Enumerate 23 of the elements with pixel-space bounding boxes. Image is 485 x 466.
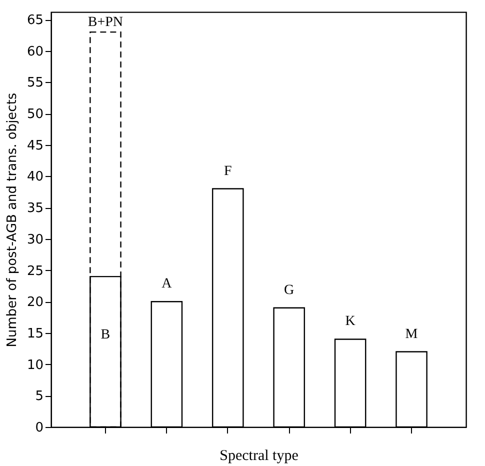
y-tick-label: 25 [26, 264, 44, 279]
y-tick-label: 45 [26, 138, 44, 154]
y-tick-label: 35 [26, 201, 44, 216]
x-tick-label: A [162, 276, 173, 292]
y-tick-label: 10 [26, 358, 44, 373]
y-tick-label: 30 [26, 232, 44, 248]
x-tick-label: K [345, 314, 356, 330]
x-tick-label: M [405, 326, 418, 342]
y-tick-label: 50 [26, 107, 44, 122]
x-tick-label: B [100, 328, 110, 343]
y-tick-label: 60 [26, 44, 44, 60]
y-tick-label: 0 [35, 420, 44, 436]
y-tick-label: 40 [26, 170, 44, 185]
y-tick-label: 20 [26, 295, 44, 310]
y-tick-label: 5 [35, 389, 44, 404]
x-tick-label: G [284, 282, 294, 298]
series-label: B+PN [88, 15, 124, 30]
y-axis-title: Number of post-AGB and trans. objects [4, 92, 20, 348]
y-tick-label: 15 [26, 326, 44, 342]
x-tick-label: F [224, 164, 232, 179]
x-axis-title: Spectral type [220, 448, 299, 464]
y-tick-label: 55 [26, 76, 44, 91]
y-tick-label: 65 [26, 13, 44, 28]
